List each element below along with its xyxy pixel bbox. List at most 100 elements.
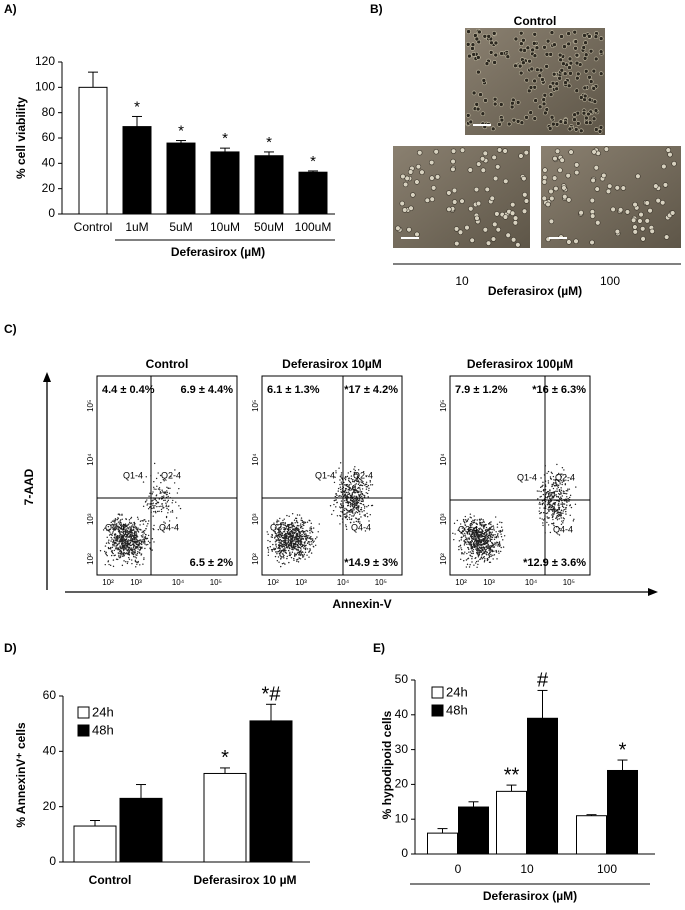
event-dot — [561, 517, 562, 518]
event-dot — [297, 528, 298, 529]
event-dot — [558, 514, 559, 515]
event-dot — [300, 539, 301, 540]
event-dot — [308, 535, 309, 536]
event-dot — [475, 562, 476, 563]
event-dot — [296, 527, 297, 528]
cell — [513, 64, 517, 68]
event-dot — [548, 482, 549, 483]
cell — [601, 173, 606, 178]
event-dot — [552, 509, 553, 510]
event-dot — [137, 548, 138, 549]
event-dot — [148, 508, 149, 509]
cell — [555, 82, 559, 86]
event-dot — [458, 549, 459, 550]
event-dot — [124, 548, 125, 549]
event-dot — [358, 518, 359, 519]
cell — [552, 43, 556, 47]
event-dot — [172, 511, 173, 512]
event-dot — [143, 531, 144, 532]
cell — [493, 176, 498, 181]
event-dot — [573, 519, 574, 520]
event-dot — [553, 493, 554, 494]
cell — [625, 210, 630, 215]
event-dot — [117, 559, 118, 560]
event-dot — [136, 533, 137, 534]
event-dot — [127, 553, 128, 554]
event-dot — [364, 507, 365, 508]
event-dot — [501, 522, 502, 523]
event-dot — [295, 531, 296, 532]
event-dot — [352, 492, 353, 493]
cell — [661, 164, 666, 169]
event-dot — [484, 561, 485, 562]
cell — [515, 242, 520, 247]
event-dot — [131, 529, 132, 530]
event-dot — [485, 530, 486, 531]
event-dot — [479, 519, 480, 520]
event-dot — [552, 511, 553, 512]
event-dot — [152, 538, 153, 539]
event-dot — [292, 513, 293, 514]
event-dot — [552, 519, 553, 520]
cell — [567, 84, 571, 88]
event-dot — [119, 533, 120, 534]
event-dot — [172, 510, 173, 511]
event-dot — [152, 528, 153, 529]
cell — [417, 150, 422, 155]
event-dot — [344, 514, 345, 515]
image-title: Control — [514, 14, 557, 28]
event-dot — [301, 534, 302, 535]
event-dot — [135, 541, 136, 542]
event-dot — [292, 552, 293, 553]
cell — [569, 150, 574, 155]
event-dot — [292, 523, 293, 524]
event-dot — [354, 484, 355, 485]
cell — [460, 199, 465, 204]
x-axis-label: Deferasirox (µM) — [171, 245, 265, 259]
cell — [559, 120, 563, 124]
event-dot — [297, 553, 298, 554]
event-dot — [481, 557, 482, 558]
event-dot — [339, 479, 340, 480]
event-dot — [345, 488, 346, 489]
event-dot — [159, 498, 160, 499]
event-dot — [458, 546, 459, 547]
cell — [618, 208, 623, 213]
event-dot — [352, 487, 353, 488]
event-dot — [564, 503, 565, 504]
event-dot — [294, 553, 295, 554]
event-dot — [559, 483, 560, 484]
event-dot — [307, 535, 308, 536]
event-dot — [543, 512, 544, 513]
event-dot — [117, 535, 118, 536]
event-dot — [130, 523, 131, 524]
cell — [569, 61, 573, 65]
cell — [584, 116, 588, 120]
event-dot — [553, 491, 554, 492]
event-dot — [274, 537, 275, 538]
cell — [415, 180, 420, 185]
event-dot — [359, 498, 360, 499]
gate-label: Q1-4 — [315, 470, 335, 480]
event-dot — [468, 518, 469, 519]
cell — [492, 222, 497, 227]
event-dot — [161, 511, 162, 512]
event-dot — [105, 545, 106, 546]
panel-label: C) — [4, 322, 17, 336]
event-dot — [556, 488, 557, 489]
event-dot — [309, 530, 310, 531]
event-dot — [539, 503, 540, 504]
event-dot — [275, 541, 276, 542]
cell — [567, 32, 571, 36]
event-dot — [341, 496, 342, 497]
event-dot — [289, 548, 290, 549]
y-tick-label: 10³ — [251, 513, 260, 525]
event-dot — [551, 484, 552, 485]
event-dot — [482, 548, 483, 549]
event-dot — [349, 518, 350, 519]
event-dot — [168, 509, 169, 510]
event-dot — [357, 512, 358, 513]
cell — [468, 168, 473, 173]
cell — [575, 89, 579, 93]
event-dot — [299, 514, 300, 515]
